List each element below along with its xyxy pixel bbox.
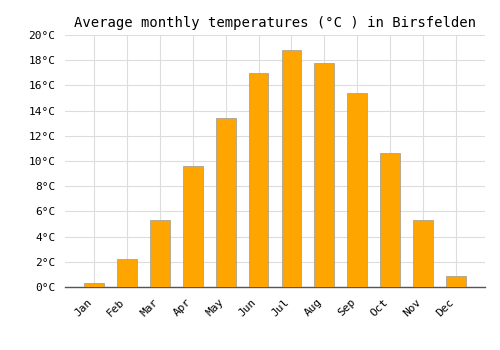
Bar [314,63,334,287]
Bar [348,93,367,287]
Bar [84,283,104,287]
Bar [282,50,302,287]
Bar [248,73,268,287]
Bar [380,153,400,287]
Title: Average monthly temperatures (°C ) in Birsfelden: Average monthly temperatures (°C ) in Bi… [74,16,476,30]
Bar [216,118,236,287]
Bar [446,276,466,287]
Bar [150,220,170,287]
Bar [413,220,433,287]
Bar [117,259,137,287]
Bar [183,166,203,287]
